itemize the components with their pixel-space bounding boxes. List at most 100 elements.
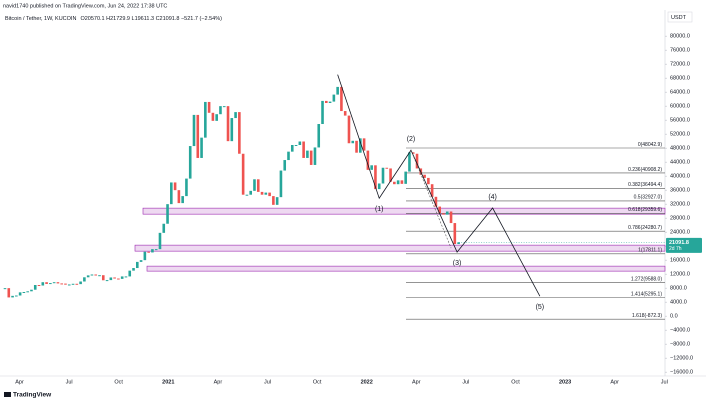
candle bbox=[222, 106, 226, 108]
fib-label: 0.618(29359.6) bbox=[628, 207, 662, 213]
candle bbox=[132, 268, 135, 271]
x-tick-label: Apr bbox=[610, 379, 619, 385]
candle bbox=[56, 282, 60, 284]
publisher-note: navid1740 published on TradingView.com, … bbox=[3, 3, 167, 9]
candle bbox=[377, 183, 381, 190]
fib-label: 0.382(36494.4) bbox=[628, 182, 662, 188]
candle bbox=[226, 106, 230, 142]
x-tick-label: Oct bbox=[511, 379, 520, 385]
fib-label: 1.618(-872.3) bbox=[632, 313, 662, 319]
candle bbox=[120, 276, 124, 279]
candle bbox=[143, 251, 147, 261]
y-tick-label: 80000.0 bbox=[670, 34, 690, 40]
candle bbox=[219, 106, 222, 115]
candle bbox=[298, 141, 302, 145]
candle bbox=[449, 211, 453, 224]
y-tick-label: 52000.0 bbox=[670, 132, 690, 138]
y-tick-label: 32000.0 bbox=[670, 202, 690, 208]
candle bbox=[362, 138, 366, 151]
candle bbox=[396, 180, 400, 185]
candle bbox=[60, 283, 63, 285]
candle bbox=[151, 249, 154, 253]
candle bbox=[404, 171, 407, 184]
x-tick-label: Oct bbox=[114, 379, 123, 385]
y-tick-label: −12000.0 bbox=[670, 356, 693, 362]
x-tick-label: Oct bbox=[313, 379, 322, 385]
candle bbox=[181, 196, 184, 204]
candle bbox=[154, 249, 158, 251]
candle bbox=[343, 111, 347, 116]
candle bbox=[260, 191, 264, 195]
candle bbox=[86, 275, 90, 278]
candle bbox=[336, 86, 339, 95]
candle bbox=[427, 177, 430, 185]
candle bbox=[49, 283, 52, 285]
last-price-label: 21091.8 bbox=[669, 240, 689, 246]
x-tick-label: Apr bbox=[15, 379, 24, 385]
candle bbox=[453, 223, 457, 245]
candle bbox=[188, 146, 192, 179]
y-tick-label: −8000.0 bbox=[670, 342, 690, 348]
y-tick-label: −4000.0 bbox=[670, 328, 690, 334]
y-tick-label: 44000.0 bbox=[670, 160, 690, 166]
wave-dashed bbox=[410, 150, 452, 249]
y-tick-label: 60000.0 bbox=[670, 104, 690, 110]
countdown-label: 2d 7h bbox=[669, 246, 682, 252]
candle bbox=[328, 101, 332, 103]
y-tick-label: 48000.0 bbox=[670, 146, 690, 152]
candle bbox=[381, 167, 385, 184]
candle bbox=[347, 115, 351, 144]
y-tick-label: 0.0 bbox=[670, 314, 678, 320]
candle bbox=[340, 86, 343, 112]
y-tick-label: 4000.0 bbox=[670, 300, 687, 306]
candle bbox=[275, 197, 279, 205]
candle bbox=[321, 100, 324, 124]
candle bbox=[185, 178, 188, 197]
candle bbox=[423, 174, 426, 178]
candle bbox=[355, 140, 358, 153]
candle bbox=[192, 114, 196, 147]
candle bbox=[37, 285, 41, 286]
candle bbox=[279, 170, 283, 198]
candle bbox=[101, 275, 105, 281]
candle bbox=[45, 282, 48, 284]
candle bbox=[170, 182, 173, 205]
candle bbox=[389, 168, 392, 182]
candle bbox=[18, 292, 22, 296]
candle bbox=[393, 181, 396, 185]
x-tick-label: 2021 bbox=[162, 379, 174, 385]
candle bbox=[136, 261, 139, 269]
candle bbox=[294, 145, 298, 146]
x-tick-label: Apr bbox=[214, 379, 223, 385]
candle bbox=[117, 278, 120, 280]
x-tick-label: Jul bbox=[462, 379, 469, 385]
candle bbox=[253, 179, 256, 191]
candle bbox=[408, 152, 411, 172]
y-tick-label: 36000.0 bbox=[670, 188, 690, 194]
candle bbox=[374, 165, 377, 190]
candle bbox=[434, 196, 438, 207]
y-tick-label: 64000.0 bbox=[670, 90, 690, 96]
wave-label: (3) bbox=[453, 260, 462, 267]
y-tick-label: 28000.0 bbox=[670, 216, 690, 222]
candle bbox=[400, 180, 404, 184]
candle bbox=[366, 150, 370, 170]
candle bbox=[445, 211, 449, 215]
candle bbox=[332, 94, 336, 102]
support-zone bbox=[134, 244, 666, 252]
candle bbox=[256, 179, 260, 192]
candle bbox=[113, 277, 116, 279]
candle bbox=[325, 100, 328, 103]
wave-label: (5) bbox=[536, 304, 545, 311]
candle bbox=[75, 283, 79, 285]
candle bbox=[11, 295, 14, 298]
candle bbox=[109, 277, 113, 281]
brand-name: TradingView bbox=[13, 392, 52, 399]
candle bbox=[241, 153, 245, 195]
candle bbox=[158, 232, 162, 250]
candle bbox=[385, 167, 389, 169]
candle bbox=[64, 283, 67, 285]
candle bbox=[3, 288, 7, 290]
wave-label: (1) bbox=[375, 206, 384, 213]
